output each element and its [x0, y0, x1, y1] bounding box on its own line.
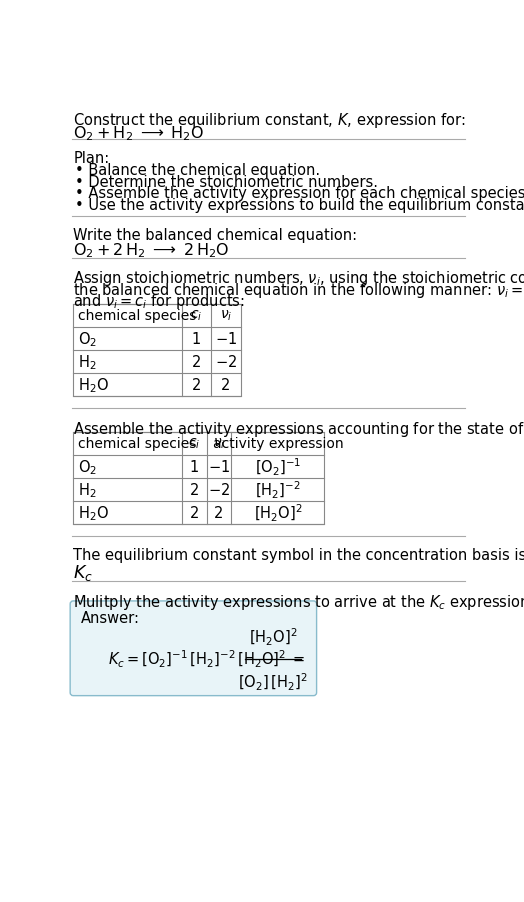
Text: $[\mathrm{H_2O}]^{2}$: $[\mathrm{H_2O}]^{2}$	[249, 626, 298, 647]
Text: $\mathrm{O_2 + 2\,H_2 \;\longrightarrow\; 2\,H_2O}$: $\mathrm{O_2 + 2\,H_2 \;\longrightarrow\…	[73, 242, 230, 260]
Text: chemical species: chemical species	[78, 437, 196, 451]
Text: • Use the activity expressions to build the equilibrium constant expression.: • Use the activity expressions to build …	[75, 198, 524, 213]
Text: $c_i$: $c_i$	[188, 437, 200, 451]
Text: $K_c = [\mathrm{O_2}]^{-1}\,[\mathrm{H_2}]^{-2}\,[\mathrm{H_2O}]^{2} \;=\;$: $K_c = [\mathrm{O_2}]^{-1}\,[\mathrm{H_2…	[108, 649, 305, 669]
Text: $-2$: $-2$	[215, 354, 237, 370]
Text: $\nu_i$: $\nu_i$	[220, 308, 232, 323]
Text: Answer:: Answer:	[81, 611, 140, 625]
Text: The equilibrium constant symbol in the concentration basis is:: The equilibrium constant symbol in the c…	[73, 548, 524, 563]
Text: $\nu_i$: $\nu_i$	[213, 437, 225, 451]
Text: 2: 2	[190, 483, 199, 497]
Text: $\mathrm{H_2}$: $\mathrm{H_2}$	[78, 481, 96, 499]
Text: 2: 2	[192, 354, 201, 370]
Text: Assemble the activity expressions accounting for the state of matter and $\nu_i$: Assemble the activity expressions accoun…	[73, 419, 524, 438]
Text: • Assemble the activity expression for each chemical species.: • Assemble the activity expression for e…	[75, 186, 524, 201]
Text: Assign stoichiometric numbers, $\nu_i$, using the stoichiometric coefficients, $: Assign stoichiometric numbers, $\nu_i$, …	[73, 269, 524, 288]
Text: 1: 1	[192, 332, 201, 346]
Text: $\mathrm{O_2}$: $\mathrm{O_2}$	[78, 329, 97, 348]
Text: 2: 2	[221, 378, 231, 392]
Text: Construct the equilibrium constant, $K$, expression for:: Construct the equilibrium constant, $K$,…	[73, 111, 466, 130]
Text: $-1$: $-1$	[215, 331, 237, 347]
Text: Plan:: Plan:	[73, 151, 110, 166]
Text: 1: 1	[190, 459, 199, 474]
Text: $\mathrm{H_2O}$: $\mathrm{H_2O}$	[78, 503, 109, 522]
Bar	[73, 432, 324, 524]
Text: $[\mathrm{H_2O}]^{2}$: $[\mathrm{H_2O}]^{2}$	[254, 502, 302, 523]
Text: activity expression: activity expression	[213, 437, 343, 451]
Bar	[73, 304, 241, 397]
Text: $\mathrm{H_2}$: $\mathrm{H_2}$	[78, 353, 96, 372]
Text: 2: 2	[192, 378, 201, 392]
Text: $\mathrm{H_2O}$: $\mathrm{H_2O}$	[78, 376, 109, 394]
Text: 2: 2	[190, 505, 199, 520]
Text: 2: 2	[214, 505, 224, 520]
Text: $[\mathrm{H_2}]^{-2}$: $[\mathrm{H_2}]^{-2}$	[255, 479, 301, 501]
Text: the balanced chemical equation in the following manner: $\nu_i = -c_i$ for react: the balanced chemical equation in the fo…	[73, 281, 524, 299]
Text: $[\mathrm{O_2}]^{-1}$: $[\mathrm{O_2}]^{-1}$	[255, 456, 301, 477]
Text: $[\mathrm{O_2}]\,[\mathrm{H_2}]^{2}$: $[\mathrm{O_2}]\,[\mathrm{H_2}]^{2}$	[238, 671, 308, 693]
Text: $-1$: $-1$	[208, 459, 230, 474]
Text: • Determine the stoichiometric numbers.: • Determine the stoichiometric numbers.	[75, 174, 378, 189]
Text: $K_c$: $K_c$	[73, 563, 93, 583]
Text: $\mathrm{O_2 + H_2 \;\longrightarrow\; H_2O}$: $\mathrm{O_2 + H_2 \;\longrightarrow\; H…	[73, 124, 204, 143]
Text: • Balance the chemical equation.: • Balance the chemical equation.	[75, 163, 320, 178]
FancyBboxPatch shape	[70, 602, 316, 695]
Text: Write the balanced chemical equation:: Write the balanced chemical equation:	[73, 227, 357, 243]
Text: $\mathrm{O_2}$: $\mathrm{O_2}$	[78, 457, 97, 476]
Text: $-2$: $-2$	[208, 482, 230, 498]
Text: Mulitply the activity expressions to arrive at the $K_c$ expression:: Mulitply the activity expressions to arr…	[73, 592, 524, 611]
Text: chemical species: chemical species	[78, 308, 196, 323]
Text: $c_i$: $c_i$	[190, 308, 203, 323]
Text: and $\nu_i = c_i$ for products:: and $\nu_i = c_i$ for products:	[73, 292, 245, 311]
